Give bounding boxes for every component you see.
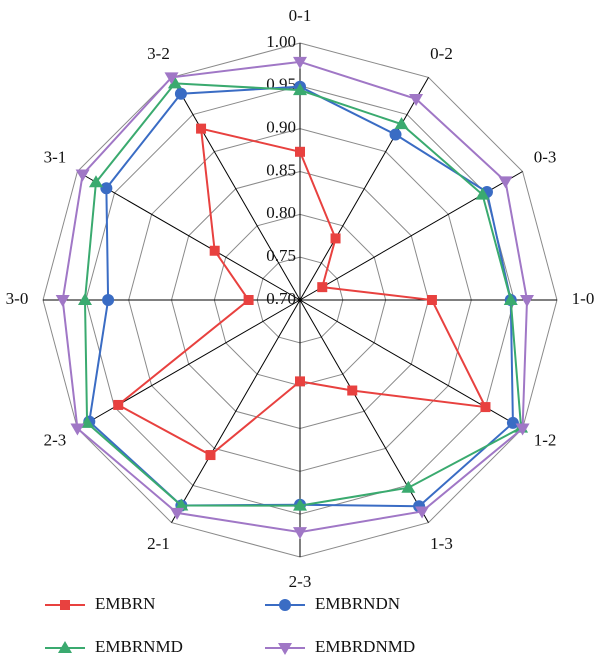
data-point [498,176,513,189]
legend-label: EMBRDNMD [315,637,415,656]
axis-label: 0-1 [289,6,312,25]
axis-label: 1-0 [572,289,595,308]
data-point [475,187,490,200]
tick-label: 0.95 [266,75,296,94]
data-point [113,399,124,410]
axis-label: 3-1 [44,147,67,166]
data-point [243,295,254,305]
data-point [317,282,328,293]
data-point [401,480,416,493]
data-point [295,146,305,157]
tick-label: 0.70 [266,289,296,308]
data-point [70,423,85,436]
data-point [503,293,518,305]
data-point [174,87,187,100]
legend-label: EMBRNDN [315,594,400,613]
data-point [293,56,307,69]
data-point [409,93,424,106]
data-point [347,385,358,396]
data-point [167,76,182,89]
data-point [389,128,402,141]
axis-label: 2-1 [147,534,170,553]
spoke [77,171,301,301]
data-point [415,506,430,519]
data-point [102,294,115,306]
data-point [330,233,341,244]
data-point [394,117,409,130]
data-point [205,450,216,461]
axis-label: 1-2 [534,430,557,449]
data-point [75,169,90,182]
axis-label: 2-3 [289,572,312,591]
legend-marker [279,599,291,611]
data-point [515,423,530,436]
data-point [426,295,437,305]
data-point [293,498,307,511]
data-point [170,507,185,520]
axis-label: 2-3 [44,430,67,449]
tick-label: 0.75 [266,246,296,265]
data-point [480,402,491,413]
axis-label: 3-0 [6,289,29,308]
axis-label: 3-2 [147,44,170,63]
spoke [171,299,301,523]
data-point [88,175,103,188]
legend-label: EMBRN [95,594,155,613]
data-point [55,295,70,307]
data-point [174,498,189,511]
axis-label: 0-2 [430,44,453,63]
spoke [299,77,429,301]
data-point [520,295,535,307]
data-point [100,182,113,195]
axis-label: 0-3 [534,147,557,166]
data-point [77,293,92,305]
tick-label: 0.90 [266,118,296,137]
data-point [293,83,307,96]
legend-marker [278,643,292,655]
axis-label: 1-3 [430,534,453,553]
legend-label: EMBRNMD [95,637,183,656]
tick-label: 1.00 [266,32,296,51]
tick-label: 0.80 [266,203,296,222]
data-point [295,376,305,387]
data-point [196,123,207,134]
legend-marker [58,641,72,653]
data-point [506,416,519,429]
tick-label: 0.85 [266,160,296,179]
data-point [293,527,307,540]
data-point [209,245,220,256]
spoke [171,77,301,301]
legend-marker [60,600,70,610]
data-point [164,72,179,85]
